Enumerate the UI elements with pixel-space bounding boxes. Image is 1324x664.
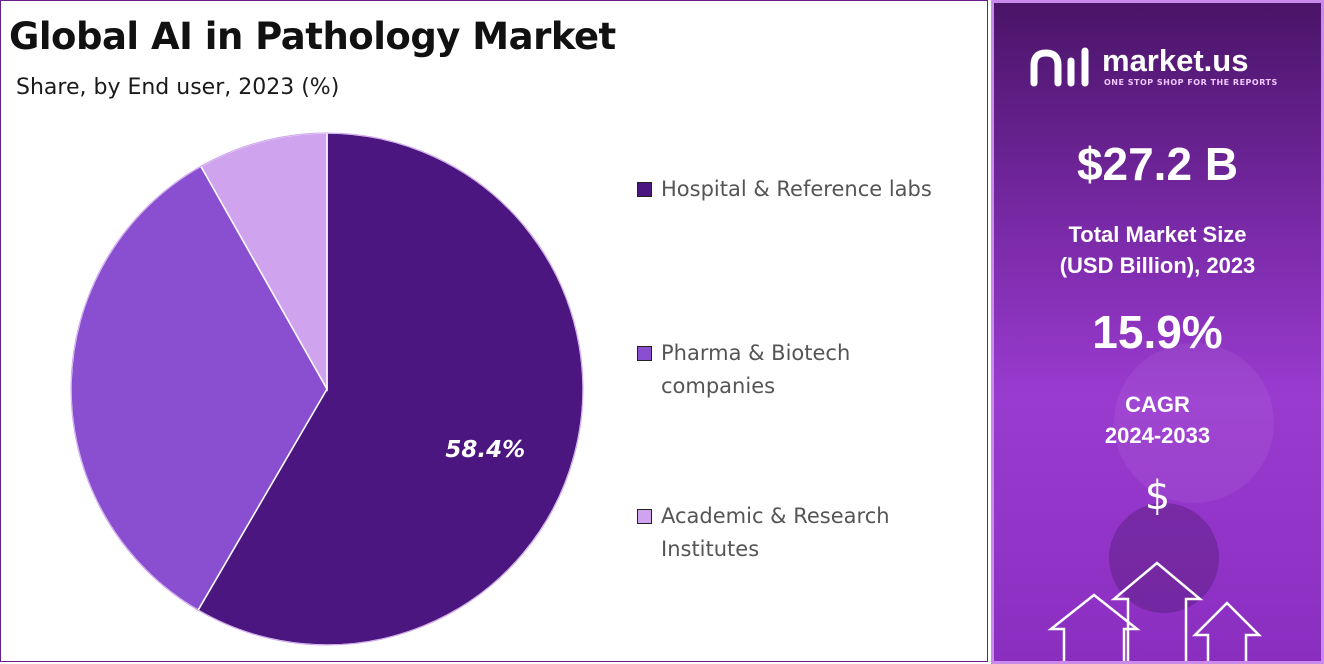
legend-label-hospital: Hospital & Reference labs	[661, 177, 932, 201]
market-size-label: Total Market Size (USD Billion), 2023	[1059, 222, 1256, 278]
dollar-icon: $	[1144, 473, 1171, 519]
background-decoration	[1109, 503, 1219, 613]
chart-subtitle: Share, by End user, 2023 (%)	[16, 75, 340, 100]
legend-swatch-hospital	[637, 182, 652, 197]
market-size-value: $27.2 B	[1076, 138, 1239, 190]
legend-item-pharma: Pharma & Biotech companies	[637, 337, 850, 403]
brand-tagline: ONE STOP SHOP FOR THE REPORTS	[1104, 78, 1278, 87]
cagr-label: CAGR 2024-2033	[1104, 392, 1211, 448]
pie-outline	[70, 132, 584, 646]
up-arrow-icon	[1047, 593, 1141, 661]
market-us-logo-icon	[1030, 47, 1089, 87]
growth-arrows	[1047, 561, 1263, 661]
cagr-value: 15.9%	[1092, 306, 1223, 358]
legend-label-pharma: Pharma & Biotech companies	[661, 341, 851, 398]
legend-swatch-pharma	[637, 346, 652, 361]
background-decoration	[1114, 343, 1274, 503]
brand-name: market.us	[1102, 43, 1249, 78]
pie-chart: 58.4%	[70, 132, 584, 646]
data-label-hospital: 58.4%	[445, 437, 525, 463]
chart-title: Global AI in Pathology Market	[9, 15, 616, 58]
chart-panel: Global AI in Pathology Market Share, by …	[0, 0, 988, 662]
summary-panel: market.us ONE STOP SHOP FOR THE REPORTS …	[991, 0, 1324, 664]
brand-logo: market.us ONE STOP SHOP FOR THE REPORTS	[1028, 43, 1298, 93]
legend-swatch-academic	[637, 509, 652, 524]
up-arrow-icon	[1110, 561, 1204, 661]
up-arrow-icon	[1191, 601, 1263, 661]
legend-label-academic: Academic & Research Institutes	[661, 504, 890, 561]
legend-item-academic: Academic & Research Institutes	[637, 500, 890, 566]
legend-item-hospital: Hospital & Reference labs	[637, 173, 932, 206]
